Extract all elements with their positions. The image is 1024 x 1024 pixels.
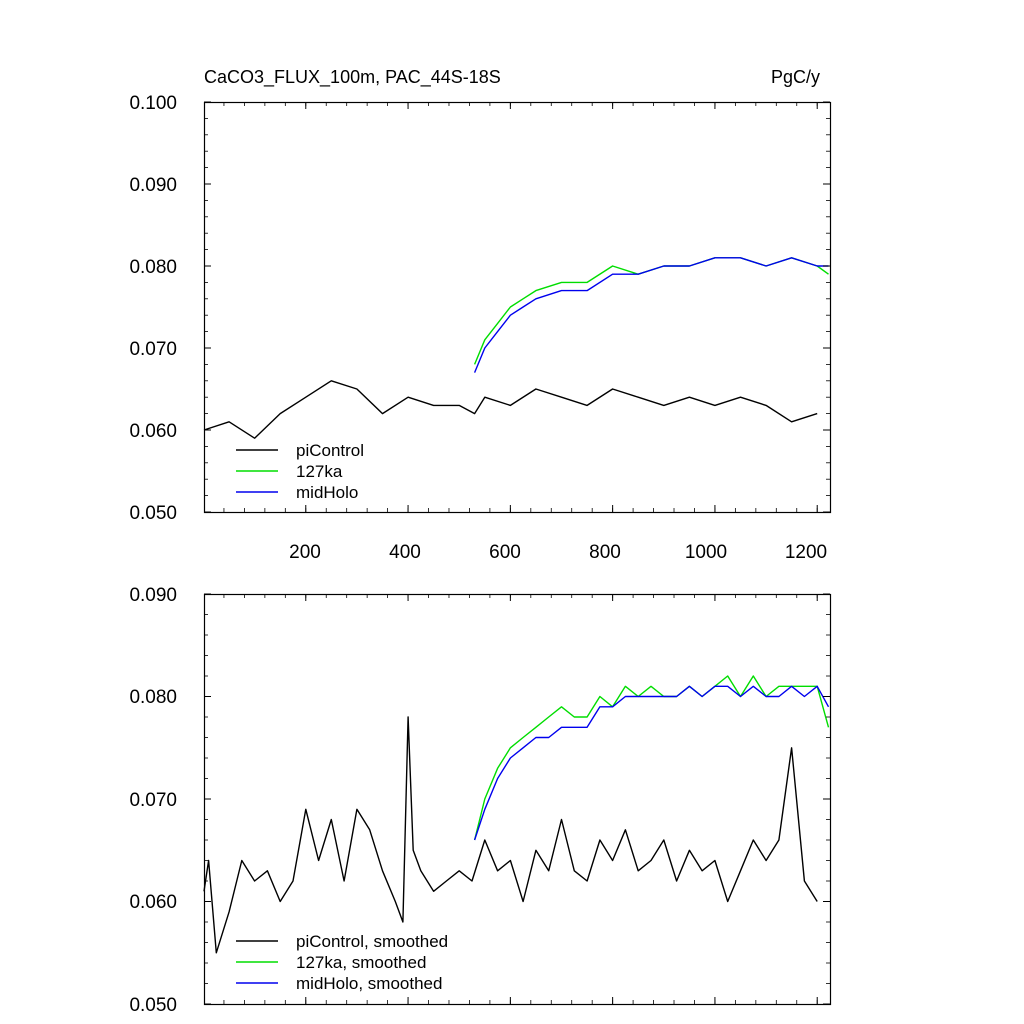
- top-x-tick-label: 1200: [785, 542, 827, 563]
- bottom-panel: 0.090 0.080 0.070 0.060 0.050 piControl,…: [129, 585, 832, 1016]
- top-y-tick-label: 0.050: [129, 503, 177, 524]
- top-x-tick-label: 1000: [685, 542, 727, 563]
- bottom-series-lines: [203, 675, 830, 954]
- top-y-tick-label: 0.070: [129, 339, 177, 360]
- top-x-tick-label: 200: [289, 542, 321, 563]
- top-y-tick-label: 0.100: [129, 93, 177, 114]
- bottom-y-tick-label: 0.080: [129, 687, 177, 708]
- bottom-plot-frame: [203, 593, 832, 1006]
- top-series-line-picontrol: [203, 380, 818, 439]
- top-x-tick-label: 600: [489, 542, 521, 563]
- top-series-line-127ka: [473, 257, 829, 365]
- top-panel: CaCO3_FLUX_100m, PAC_44S-18S PgC/y 0.100…: [129, 67, 832, 563]
- top-plot-frame: [203, 101, 832, 514]
- legend-label-127ka-smoothed: 127ka, smoothed: [296, 953, 426, 972]
- top-chart-units: PgC/y: [771, 67, 820, 87]
- legend-label-picontrol-smoothed: piControl, smoothed: [296, 932, 448, 951]
- bottom-legend: piControl, smoothed 127ka, smoothed midH…: [236, 932, 448, 993]
- top-chart-title: CaCO3_FLUX_100m, PAC_44S-18S: [204, 67, 501, 88]
- legend-label-127ka: 127ka: [296, 462, 343, 481]
- top-series-line-midholo: [473, 257, 829, 373]
- top-y-tick-label: 0.080: [129, 257, 177, 278]
- bottom-y-tick-label: 0.070: [129, 790, 177, 811]
- bottom-series-line-127ka-smoothed: [473, 675, 830, 841]
- top-x-tick-label: 800: [589, 542, 621, 563]
- legend-label-midholo: midHolo: [296, 483, 358, 502]
- top-x-tick-label: 400: [389, 542, 421, 563]
- legend-label-midholo-smoothed: midHolo, smoothed: [296, 974, 442, 993]
- top-series-lines: [203, 257, 829, 439]
- bottom-series-line-picontrol-smoothed: [203, 716, 818, 954]
- bottom-series-line-midholo-smoothed: [473, 685, 830, 841]
- bottom-y-tick-label: 0.060: [129, 892, 177, 913]
- top-legend: piControl 127ka midHolo: [236, 441, 364, 502]
- bottom-y-tick-label: 0.090: [129, 585, 177, 606]
- bottom-y-tick-label: 0.050: [129, 995, 177, 1016]
- top-y-tick-label: 0.090: [129, 175, 177, 196]
- legend-label-picontrol: piControl: [296, 441, 364, 460]
- top-y-tick-label: 0.060: [129, 421, 177, 442]
